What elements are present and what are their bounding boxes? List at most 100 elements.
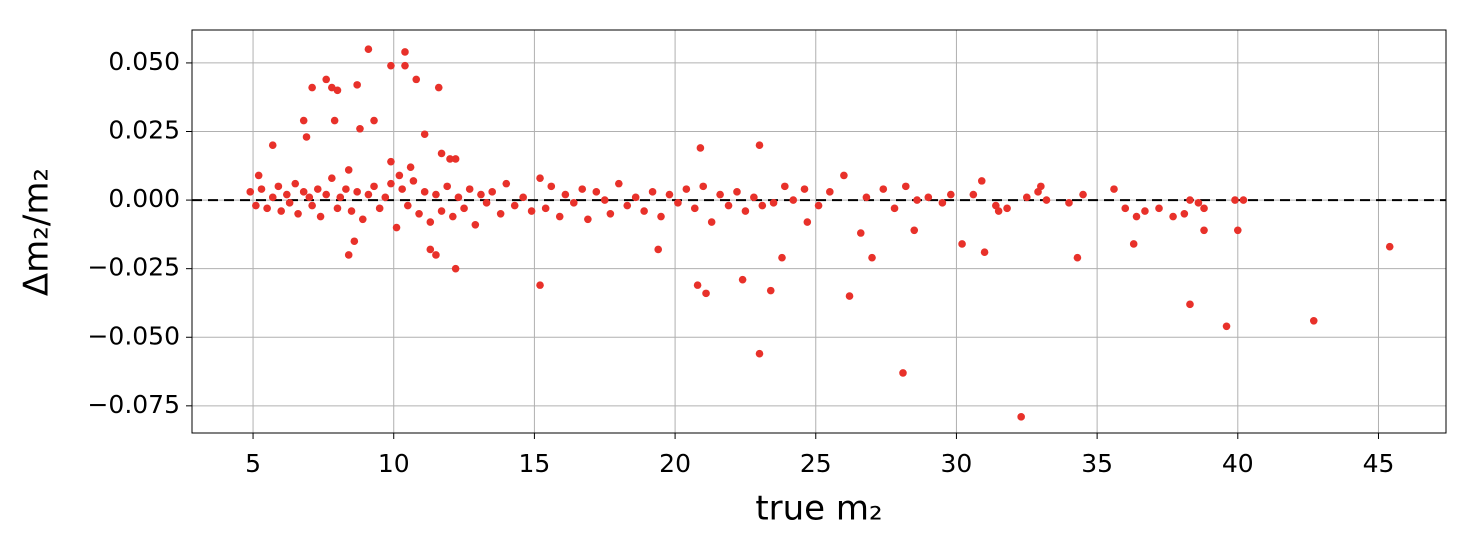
point bbox=[454, 193, 463, 202]
point bbox=[274, 182, 283, 191]
x-tick-label: 40 bbox=[1222, 449, 1254, 478]
point bbox=[536, 174, 544, 182]
point bbox=[412, 75, 421, 84]
point bbox=[1132, 212, 1141, 221]
y-tick-label: 0.000 bbox=[108, 184, 180, 213]
point bbox=[252, 201, 260, 210]
point bbox=[750, 193, 758, 202]
point bbox=[547, 182, 556, 191]
point bbox=[696, 144, 705, 152]
point bbox=[1231, 196, 1239, 204]
point bbox=[606, 210, 615, 218]
point bbox=[890, 204, 899, 213]
point bbox=[299, 116, 308, 125]
point bbox=[294, 210, 302, 218]
point bbox=[460, 204, 468, 213]
point bbox=[344, 166, 353, 174]
point bbox=[899, 369, 907, 377]
point bbox=[375, 204, 384, 213]
point bbox=[406, 163, 415, 171]
point bbox=[449, 212, 457, 221]
point bbox=[353, 81, 361, 89]
point bbox=[1065, 199, 1073, 207]
point bbox=[1222, 322, 1231, 331]
point bbox=[814, 201, 823, 210]
point bbox=[1194, 199, 1203, 207]
point bbox=[451, 155, 460, 163]
point bbox=[502, 179, 511, 188]
point bbox=[1034, 188, 1042, 196]
point bbox=[561, 190, 570, 199]
point bbox=[395, 171, 404, 180]
point bbox=[437, 207, 446, 215]
point bbox=[648, 188, 657, 196]
point bbox=[615, 179, 623, 188]
point bbox=[328, 83, 336, 92]
point bbox=[958, 240, 966, 248]
point bbox=[541, 204, 550, 213]
point bbox=[358, 215, 367, 224]
point bbox=[322, 75, 331, 84]
point bbox=[879, 185, 888, 193]
point bbox=[555, 212, 564, 221]
point bbox=[724, 201, 733, 210]
point bbox=[370, 116, 378, 125]
point bbox=[254, 171, 263, 180]
point bbox=[741, 207, 750, 215]
point bbox=[364, 45, 373, 54]
point bbox=[738, 275, 747, 284]
point bbox=[336, 193, 345, 202]
point bbox=[302, 133, 311, 141]
point bbox=[693, 281, 702, 289]
point bbox=[969, 190, 978, 199]
point bbox=[947, 190, 955, 199]
point bbox=[578, 185, 587, 193]
point bbox=[840, 171, 848, 180]
point bbox=[1121, 204, 1130, 213]
point bbox=[392, 223, 401, 232]
y-axis-label: Δm₂/m₂ bbox=[17, 168, 57, 296]
point bbox=[1042, 196, 1051, 204]
point bbox=[769, 199, 778, 207]
point bbox=[342, 185, 350, 193]
point bbox=[308, 201, 316, 210]
point bbox=[674, 199, 682, 207]
point bbox=[623, 201, 632, 210]
point bbox=[268, 141, 277, 150]
point bbox=[477, 190, 485, 199]
point bbox=[437, 149, 446, 158]
point bbox=[299, 188, 308, 196]
point bbox=[257, 185, 266, 193]
point bbox=[1239, 196, 1248, 204]
point bbox=[308, 83, 316, 92]
point bbox=[356, 124, 364, 133]
point bbox=[977, 177, 986, 185]
point bbox=[994, 207, 1003, 215]
point bbox=[707, 218, 716, 226]
point bbox=[285, 199, 294, 207]
point bbox=[344, 251, 353, 259]
y-tick-label: −0.075 bbox=[87, 390, 180, 419]
point bbox=[682, 185, 691, 193]
point bbox=[353, 188, 361, 196]
point bbox=[527, 207, 536, 215]
point bbox=[333, 204, 342, 213]
point bbox=[901, 182, 910, 191]
point bbox=[471, 220, 480, 229]
point bbox=[426, 245, 435, 254]
x-tick-label: 5 bbox=[245, 449, 261, 478]
point bbox=[268, 193, 277, 202]
point bbox=[1110, 185, 1118, 193]
point bbox=[1169, 212, 1177, 221]
point bbox=[699, 182, 708, 191]
point bbox=[277, 207, 285, 215]
point bbox=[1186, 300, 1194, 309]
point bbox=[1200, 226, 1208, 235]
x-tick-label: 20 bbox=[659, 449, 691, 478]
point bbox=[910, 226, 919, 235]
x-tick-label: 30 bbox=[941, 449, 973, 478]
point bbox=[451, 264, 460, 273]
y-tick-label: −0.050 bbox=[87, 321, 180, 350]
point bbox=[778, 253, 786, 262]
point bbox=[496, 210, 505, 218]
